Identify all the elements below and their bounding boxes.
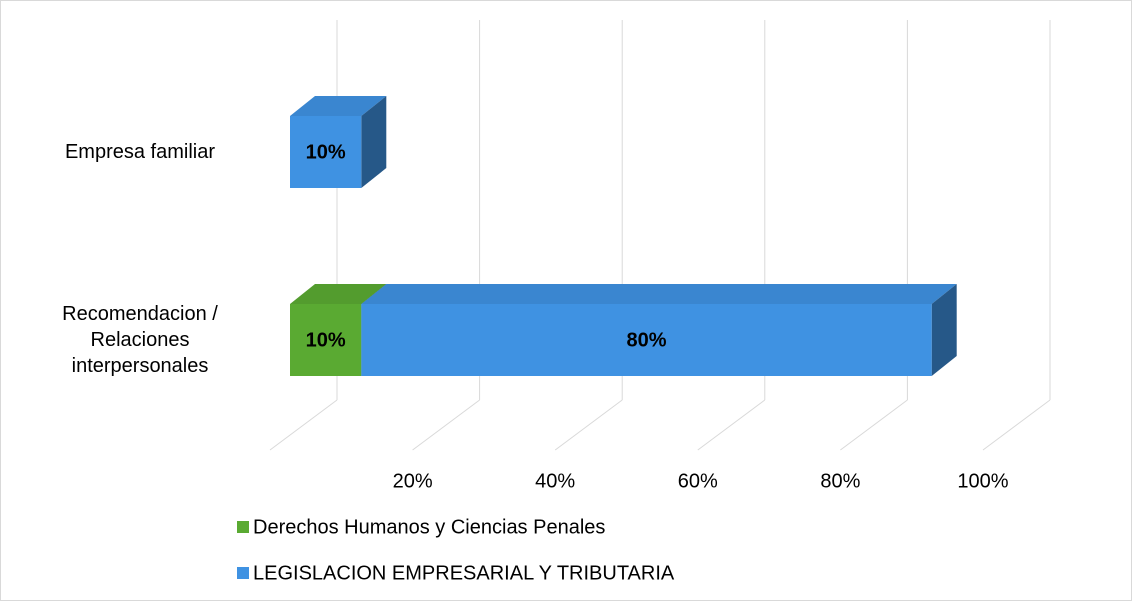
bar xyxy=(290,116,362,188)
bar-top xyxy=(361,284,957,304)
bar-segment xyxy=(290,96,387,188)
bar-segment xyxy=(361,284,957,376)
x-tick-label: 100% xyxy=(957,470,1008,492)
grid-line xyxy=(269,399,338,451)
x-tick-label: 80% xyxy=(820,470,860,492)
category-label: Empresa familiar xyxy=(64,141,216,163)
grid-line xyxy=(840,399,908,451)
grid-line xyxy=(412,399,480,451)
bar-side xyxy=(361,96,387,188)
grid-line xyxy=(554,399,623,451)
grid-line xyxy=(697,399,766,451)
legend-swatch xyxy=(237,567,249,579)
bar xyxy=(361,304,932,376)
legend-label: Derechos Humanos y Ciencias Penales xyxy=(253,516,605,538)
category-label: Recomendacion / Relaciones interpersonal… xyxy=(62,303,218,377)
legend-swatch xyxy=(237,521,249,533)
bar-top xyxy=(290,284,387,304)
data-label: 10% xyxy=(306,329,346,351)
data-label: 10% xyxy=(306,141,346,163)
x-tick-label: 20% xyxy=(393,470,433,492)
data-label: 80% xyxy=(626,329,666,351)
bar-top xyxy=(290,96,387,116)
x-tick-label: 60% xyxy=(678,470,718,492)
x-tick-label: 40% xyxy=(535,470,575,492)
bar-side xyxy=(931,284,957,376)
legend-label: LEGISLACION EMPRESARIAL Y TRIBUTARIA xyxy=(253,562,675,584)
grid-line xyxy=(982,399,1051,451)
bar xyxy=(290,304,362,376)
